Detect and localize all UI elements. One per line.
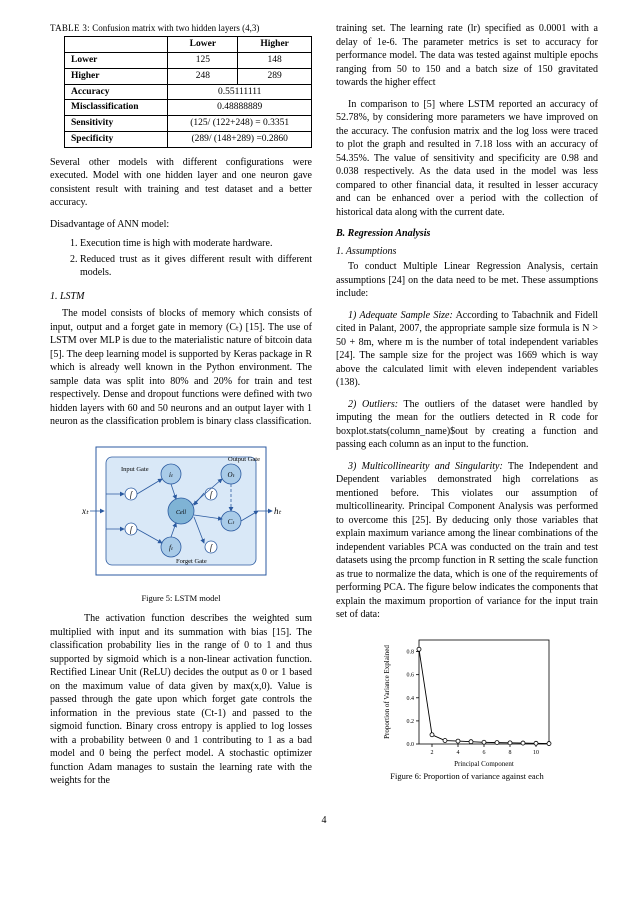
svg-text:0.8: 0.8 (407, 649, 415, 655)
svg-text:0.4: 0.4 (407, 695, 415, 701)
assumption-3-head: 3) Multicollinearity and Singularity: (348, 461, 503, 472)
cell-sens: (125/ (122+248) = 0.3351 (168, 116, 312, 132)
variance-chart-svg: 0.0 0.2 0.4 0.6 0.8 2 4 6 8 10 Principal Component… (377, 632, 557, 767)
assumptions-intro: To conduct Multiple Linear Regression An… (336, 260, 598, 301)
right-para-training: training set. The learning rate (lr) spe… (336, 22, 598, 90)
figure-5-caption: Figure 5: LSTM model (50, 593, 312, 604)
th-lower: Lower (190, 39, 216, 49)
cell-accuracy: 0.55111111 (168, 84, 312, 100)
svg-text:2: 2 (431, 750, 434, 756)
svg-text:Proportion of Variance Explain: Proportion of Variance Explained (383, 644, 391, 738)
left-para-models: Several other models with different conf… (50, 156, 312, 210)
row-lower-label: Lower (71, 55, 97, 65)
cell-lower-lower: 125 (168, 52, 238, 68)
svg-text:Oₜ: Oₜ (227, 471, 235, 479)
svg-text:Cₜ: Cₜ (228, 518, 236, 526)
cell-higher-lower: 248 (168, 68, 238, 84)
th-higher: Higher (260, 39, 289, 49)
svg-text:10: 10 (533, 750, 539, 756)
disadvantage-heading: Disadvantage of ANN model: (50, 218, 312, 232)
svg-text:0.2: 0.2 (407, 718, 415, 724)
svg-text:6: 6 (483, 750, 486, 756)
figure-6: 0.0 0.2 0.4 0.6 0.8 2 4 6 8 10 Principal Component… (336, 632, 598, 782)
svg-text:0.0: 0.0 (407, 742, 415, 748)
assumption-1: 1) Adequate Sample Size: According to Ta… (336, 309, 598, 390)
svg-text:8: 8 (509, 750, 512, 756)
svg-text:4: 4 (457, 750, 460, 756)
svg-text:xₜ: xₜ (81, 506, 89, 516)
row-sens-label: Sensitivity (71, 118, 113, 128)
figure-6-caption: Figure 6: Proportion of variance against… (336, 771, 598, 782)
svg-text:Principal Component: Principal Component (454, 760, 514, 767)
lstm-para-1: The model consists of blocks of memory w… (50, 307, 312, 429)
cell-misclass: 0.48888889 (168, 100, 312, 116)
lstm-para-2: The activation function describes the we… (50, 612, 312, 788)
svg-text:Input Gate: Input Gate (121, 466, 149, 473)
table-caption-text: Confusion matrix with two hidden layers … (92, 23, 259, 33)
page-number: 4 (50, 814, 598, 828)
figure-5: iₜOₜCellfₜCₜſſſſInput GateOutput GateFor… (50, 439, 312, 604)
assumption-3-body: The Independent and Dependent variables … (336, 461, 598, 621)
cell-lower-higher: 148 (238, 52, 312, 68)
assumption-3: 3) Multicollinearity and Singularity: Th… (336, 460, 598, 622)
table-caption: TABLE 3: Confusion matrix with two hidde… (50, 22, 312, 34)
assumption-1-body: According to Tabachnik and Fidell cited … (336, 310, 598, 389)
disadvantage-list: Execution time is high with moderate har… (80, 237, 312, 280)
row-spec-label: Specificity (71, 134, 113, 144)
right-para-comparison: In comparison to [5] where LSTM reported… (336, 98, 598, 220)
row-misclass-label: Misclassification (71, 102, 139, 112)
confusion-matrix-table: Lower Higher Lower 125 148 Higher 248 28… (64, 36, 312, 148)
assumptions-heading: 1. Assumptions (336, 245, 598, 259)
disadv-item-1: Execution time is high with moderate har… (80, 237, 312, 251)
lstm-diagram-svg: iₜOₜCellfₜCₜſſſſInput GateOutput GateFor… (76, 439, 286, 589)
table-caption-prefix: TABLE 3: (50, 23, 90, 33)
assumption-1-head: 1) Adequate Sample Size: (348, 310, 453, 321)
cell-spec: (289/ (148+289) =0.2860 (168, 132, 312, 148)
svg-text:Output Gate: Output Gate (228, 456, 260, 463)
assumption-2-head: 2) Outliers: (348, 399, 398, 410)
assumption-2: 2) Outliers: The outliers of the dataset… (336, 398, 598, 452)
svg-text:hₜ: hₜ (274, 506, 282, 516)
disadv-item-2: Reduced trust as it gives different resu… (80, 253, 312, 280)
row-accuracy-label: Accuracy (71, 87, 110, 97)
svg-text:Cell: Cell (176, 510, 186, 516)
regression-heading: B. Regression Analysis (336, 227, 598, 241)
cell-higher-higher: 289 (238, 68, 312, 84)
svg-text:0.6: 0.6 (407, 672, 415, 678)
svg-text:Forget Gate: Forget Gate (176, 558, 207, 565)
lstm-heading: 1. LSTM (50, 290, 312, 304)
row-higher-label: Higher (71, 71, 100, 81)
